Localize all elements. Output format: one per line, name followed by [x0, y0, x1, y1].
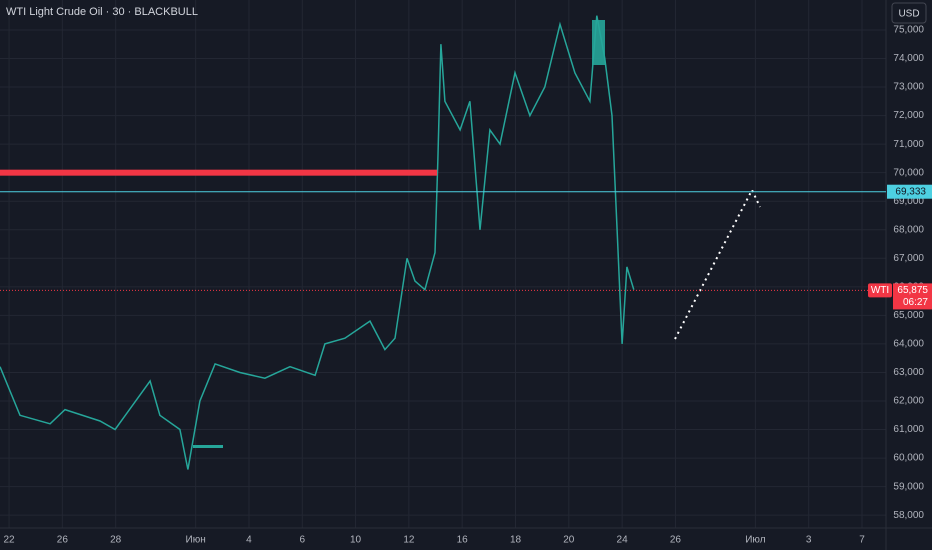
x-tick-label: 4 [246, 535, 252, 546]
x-tick-label: 26 [670, 535, 682, 546]
x-tick-label: 26 [57, 535, 69, 546]
y-tick-label: 70,000 [893, 167, 924, 178]
y-tick-label: 58,000 [893, 510, 924, 521]
resistance-line [0, 169, 438, 176]
countdown-label: 06:27 [903, 297, 928, 308]
y-tick-label: 71,000 [893, 139, 924, 150]
symbol-box [868, 283, 892, 298]
symbol-label: WTI [871, 285, 889, 296]
y-tick-label: 64,000 [893, 339, 924, 350]
x-tick-label: Июн [186, 535, 206, 546]
y-tick-label: 73,000 [893, 82, 924, 93]
y-tick-label: 65,000 [893, 310, 924, 321]
x-tick-label: 18 [510, 535, 522, 546]
x-tick-label: 22 [4, 535, 16, 546]
y-tick-label: 59,000 [893, 481, 924, 492]
x-tick-label: 3 [806, 535, 812, 546]
price-label: 65,875 [897, 285, 928, 296]
x-tick-label: 16 [457, 535, 469, 546]
y-tick-label: 69,000 [893, 196, 924, 207]
x-tick-label: Июл [745, 535, 765, 546]
x-tick-label: 24 [617, 535, 629, 546]
x-tick-label: 10 [350, 535, 362, 546]
y-tick-label: 74,000 [893, 53, 924, 64]
x-tick-label: 20 [563, 535, 575, 546]
price-box [893, 283, 932, 310]
x-tick-label: 6 [299, 535, 305, 546]
currency[interactable]: USD [898, 9, 919, 20]
currency-button[interactable] [891, 2, 927, 24]
y-tick-label: 72,000 [893, 110, 924, 121]
y-tick-label: 75,000 [893, 25, 924, 36]
price-line [0, 15, 635, 470]
y-tick-label: 68,000 [893, 224, 924, 235]
y-tick-label: 62,000 [893, 396, 924, 407]
drawing-line [193, 445, 223, 448]
y-tick-label: 60,000 [893, 453, 924, 464]
y-tick-label: 61,000 [893, 424, 924, 435]
forecast-arrow [674, 187, 761, 340]
y-tick-label: 67,000 [893, 253, 924, 264]
x-tick-label: 28 [110, 535, 122, 546]
chart-title: WTI Light Crude Oil · 30 · BLACKBULL [6, 6, 198, 18]
level-label: 69,333 [895, 186, 926, 197]
x-tick-label: 12 [403, 535, 415, 546]
x-tick-label: 7 [859, 535, 865, 546]
y-tick-label: 63,000 [893, 367, 924, 378]
level-label-box [887, 184, 932, 199]
